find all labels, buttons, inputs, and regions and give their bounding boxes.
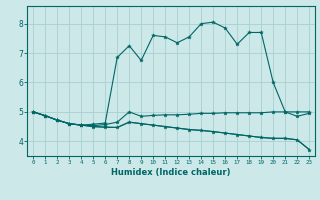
X-axis label: Humidex (Indice chaleur): Humidex (Indice chaleur) [111, 168, 231, 177]
